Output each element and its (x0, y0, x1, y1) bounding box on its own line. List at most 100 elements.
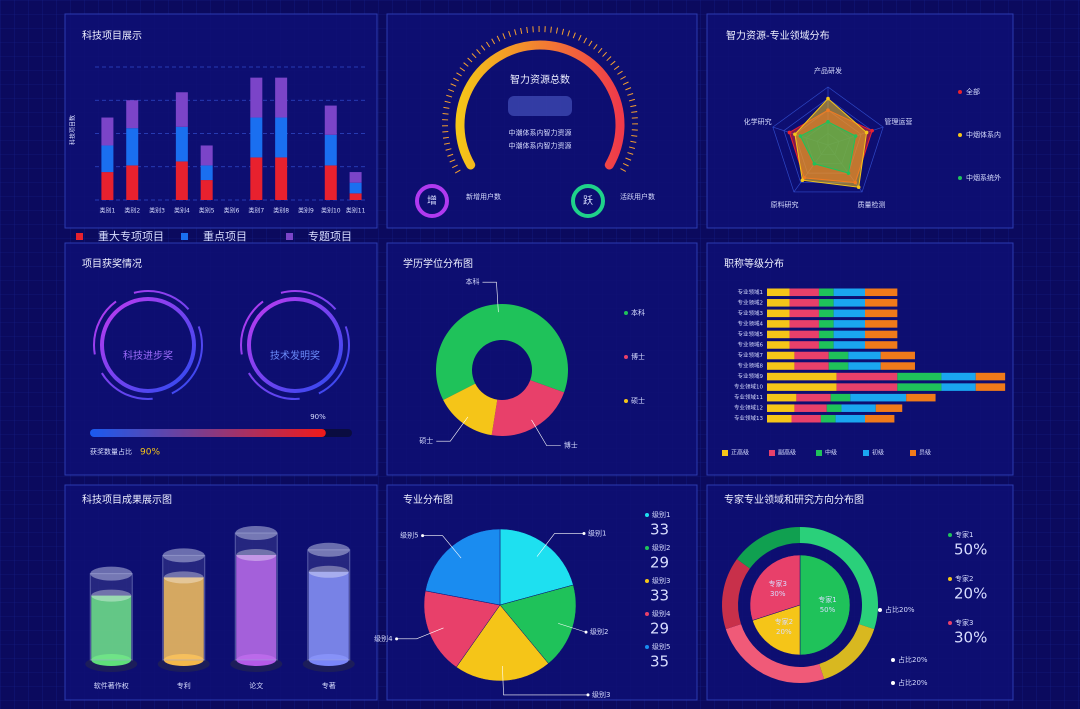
y-tick-label: 专业领域6 (738, 340, 764, 348)
x-tick-label: 类别6 (224, 207, 240, 215)
leader (536, 533, 584, 557)
liquid-top (91, 589, 132, 602)
progress-label: 90% (310, 413, 326, 421)
outer-ring (800, 527, 878, 630)
legend-dot (645, 612, 649, 616)
chart-title: 科技项目成果展示图 (82, 493, 172, 506)
annotation-dot (878, 608, 882, 612)
slice-label: 博士 (564, 441, 578, 450)
cylinder-liquid (163, 577, 204, 660)
x-tick-label: 类别5 (199, 207, 215, 215)
axis-label: 产品研发 (814, 66, 842, 75)
liquid-top (163, 571, 204, 584)
legend-dot (624, 355, 628, 359)
tube-top (90, 566, 133, 581)
panel-title: 项目获奖情况 (82, 257, 142, 270)
radar-point (853, 134, 858, 138)
y-tick-label: 专业领域2 (738, 298, 764, 306)
outer-ring (736, 527, 800, 569)
bar-segment (833, 299, 865, 307)
bar-segment (828, 362, 849, 370)
legend-value: 29 (650, 554, 669, 572)
radar-point (870, 128, 874, 133)
slice-label: 硕士 (419, 436, 433, 445)
x-tick-label: 类别9 (298, 207, 314, 215)
progress-caption: 获奖数量占比 (90, 447, 132, 456)
bar-segment (789, 288, 819, 297)
leader-dot (582, 531, 586, 535)
radar-point (798, 134, 803, 138)
bar-segment (324, 165, 337, 200)
badge-label: 新增用户数 (466, 192, 501, 201)
y-tick-label: 专业领域9 (738, 372, 764, 380)
bar-segment (767, 372, 837, 381)
radar-point (793, 132, 797, 137)
legend-swatch (286, 233, 293, 240)
cylinder-tube (162, 554, 206, 661)
legend-label: 级别1 (652, 510, 670, 519)
bar-segment (848, 351, 881, 360)
progress-bar (90, 429, 326, 437)
legend-dot (645, 579, 649, 583)
bar-segment (175, 92, 188, 127)
bar-segment (833, 309, 865, 318)
bar-segment (789, 330, 819, 339)
bar-segment (865, 330, 898, 339)
leader-dot (421, 534, 425, 538)
bar-segment (101, 145, 114, 173)
legend-label: 级别2 (652, 543, 670, 552)
bar-segment (897, 372, 942, 381)
bar-segment (880, 351, 915, 360)
legend-label: 员级 (919, 449, 931, 457)
bar-segment (767, 299, 790, 307)
bar-segment (275, 117, 288, 158)
y-tick-label: 专业领域3 (738, 309, 764, 317)
tube-top (162, 548, 205, 563)
legend-swatch (722, 450, 728, 456)
leader-dot (584, 630, 588, 634)
legend-label: 硕士 (631, 396, 645, 405)
legend-dot (958, 90, 962, 94)
bar-segment (794, 362, 829, 370)
bar-segment (818, 330, 834, 339)
cylinder-tube (89, 573, 133, 661)
legend-dot (958, 133, 962, 137)
legend-label: 重点项目 (203, 229, 247, 243)
legend-swatch (816, 450, 822, 456)
legend-label: 级别4 (652, 609, 671, 618)
axis-label: 化学研究 (744, 117, 772, 126)
legend-label: 级别5 (652, 642, 670, 651)
leader (436, 416, 469, 442)
bar-segment (767, 404, 795, 412)
bar-segment (789, 320, 819, 328)
legend-label: 专题项目 (308, 229, 352, 243)
radar-point (812, 161, 817, 166)
bar-segment (126, 100, 139, 129)
slice-label: 级别3 (592, 690, 610, 699)
bar-segment (865, 320, 898, 328)
leader (396, 627, 444, 640)
y-tick-label: 专业领域11 (734, 393, 763, 401)
bar-segment (324, 134, 337, 166)
slice-value: 20% (776, 628, 792, 636)
legend-swatch (181, 233, 188, 240)
donut-slice (491, 380, 565, 436)
bar-segment (767, 309, 790, 318)
legend-value: 29 (650, 620, 669, 638)
legend-swatch (76, 233, 83, 240)
radar-point (787, 130, 792, 135)
bar-segment (897, 383, 942, 391)
bar-segment (767, 351, 795, 360)
gauge-line: 中潮体系内智力资源 (509, 141, 572, 150)
legend-value: 33 (650, 587, 669, 605)
annotation-dot (891, 658, 895, 662)
legend-dot (645, 546, 649, 550)
legend-value: 20% (954, 585, 987, 603)
y-tick-label: 专业领域10 (734, 383, 763, 391)
bar-segment (865, 299, 898, 307)
radar-point (846, 171, 851, 175)
legend-label: 博士 (631, 352, 645, 361)
legend-label: 副高级 (778, 449, 796, 457)
badge-label: 活跃用户数 (620, 192, 655, 201)
legend-label: 中级 (825, 449, 837, 457)
